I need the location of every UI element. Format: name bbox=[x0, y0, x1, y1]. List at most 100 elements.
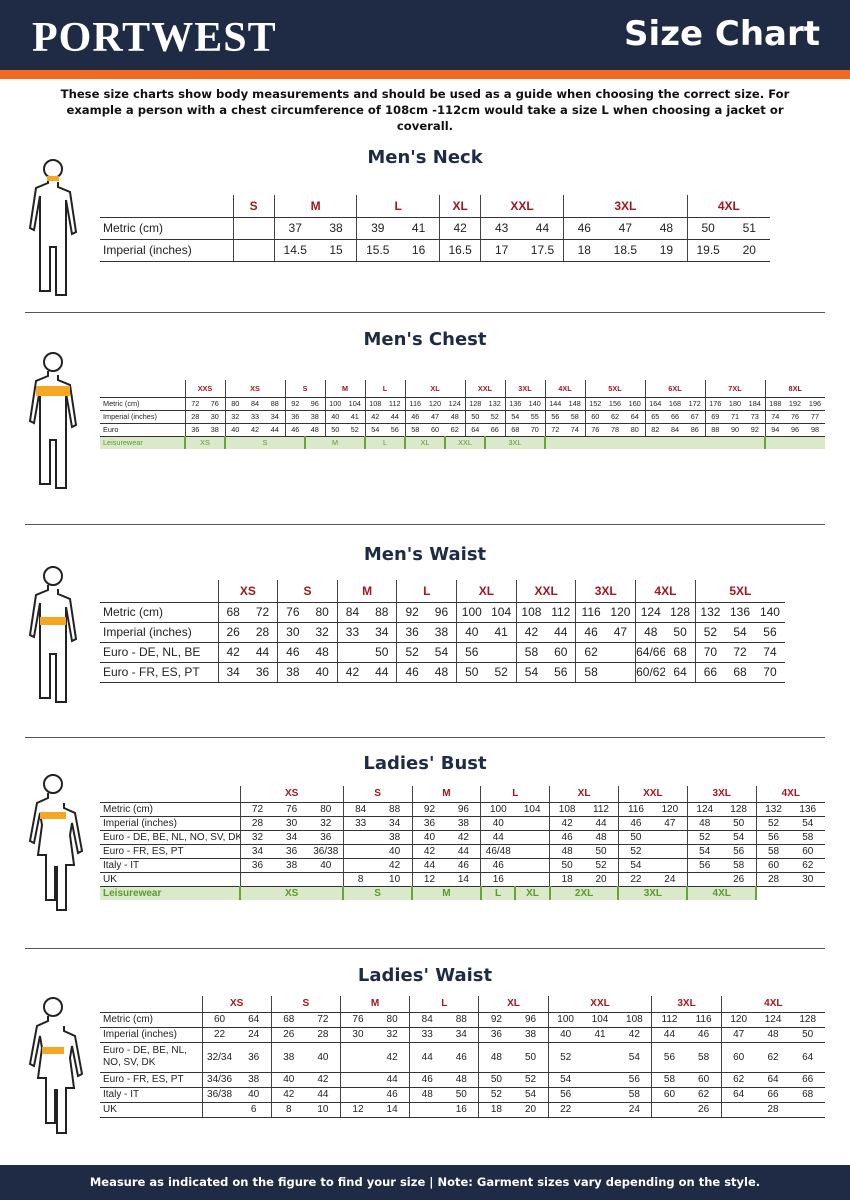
table-cell: 56 bbox=[546, 662, 576, 683]
leisurewear-size: XL bbox=[404, 436, 445, 449]
table-cell: 30 bbox=[277, 622, 308, 643]
table-cell: 52 bbox=[755, 816, 791, 831]
table-cell: 12 bbox=[339, 1102, 376, 1118]
table-cell: 66 bbox=[485, 423, 505, 437]
table-cell: 28 bbox=[305, 1027, 341, 1043]
table-cell: 56 bbox=[547, 1087, 583, 1103]
table-cell: 42 bbox=[217, 642, 248, 663]
table-cell: 18 bbox=[562, 239, 605, 262]
table-cell: 26 bbox=[721, 872, 757, 887]
table-cell: 44 bbox=[546, 622, 576, 643]
table-cell: 40 bbox=[270, 1072, 306, 1088]
size-label: 4XL bbox=[686, 195, 770, 218]
table-cell: 92 bbox=[411, 802, 447, 817]
table-cell: 56 bbox=[456, 642, 487, 663]
row-label: Metric (cm) bbox=[100, 397, 185, 411]
row-label: Euro - DE, BE, NL, NO, SV, DK bbox=[100, 830, 240, 845]
table-cell: 144 bbox=[544, 397, 565, 411]
table-cell: 50 bbox=[665, 622, 696, 643]
table-cell: 47 bbox=[425, 410, 445, 424]
table-cell: 69 bbox=[704, 410, 725, 424]
size-label: XXL bbox=[464, 380, 505, 398]
male-figure-chest-icon bbox=[28, 352, 78, 489]
table-cell: 44 bbox=[265, 423, 285, 437]
table-cell: 36 bbox=[284, 410, 305, 424]
table-cell: 40 bbox=[236, 1087, 272, 1103]
table-cell: 41 bbox=[486, 622, 517, 643]
table-cell: 42 bbox=[411, 844, 447, 859]
table-cell: 48 bbox=[478, 1042, 514, 1073]
table-cell: 80 bbox=[375, 1012, 410, 1028]
row-label: Euro - DE, NL, BE bbox=[100, 642, 218, 663]
leisurewear-label: Leisurewear bbox=[100, 436, 185, 449]
table-cell: 76 bbox=[205, 397, 225, 411]
table-cell: 42 bbox=[305, 1072, 341, 1088]
header-label-cell bbox=[100, 786, 240, 803]
table-cell: 37 bbox=[273, 217, 316, 240]
table-cell: 36 bbox=[247, 662, 278, 683]
leisurewear-size: S bbox=[342, 886, 413, 900]
table-cell: 92 bbox=[284, 397, 305, 411]
leisurewear-size: XS bbox=[238, 886, 344, 900]
size-label: L bbox=[356, 195, 440, 218]
table-cell bbox=[342, 844, 378, 859]
table-cell: 54 bbox=[547, 1072, 583, 1088]
table-cell: 72 bbox=[725, 642, 755, 663]
table-cell: 22 bbox=[547, 1102, 583, 1118]
table-cell: 44 bbox=[375, 1072, 410, 1088]
table-cell: 44 bbox=[522, 217, 564, 240]
table-cell: 41 bbox=[398, 217, 440, 240]
size-label: XL bbox=[478, 996, 549, 1013]
table-cell: 56 bbox=[754, 622, 785, 643]
table-cell: 60 bbox=[201, 1012, 237, 1028]
table-cell: 28 bbox=[184, 410, 205, 424]
table-cell: 32 bbox=[375, 1027, 410, 1043]
table-cell: 84 bbox=[665, 423, 685, 437]
size-label: XXL bbox=[617, 786, 688, 803]
table-cell: 46 bbox=[284, 423, 305, 437]
table-cell: 46 bbox=[444, 1042, 479, 1073]
table-cell: 15 bbox=[315, 239, 357, 262]
table-cell: 26 bbox=[686, 1102, 722, 1118]
table-cell: 88 bbox=[265, 397, 285, 411]
table-cell: 46 bbox=[396, 662, 427, 683]
size-label: 3XL bbox=[651, 996, 722, 1013]
table-cell: 74 bbox=[764, 410, 785, 424]
table-cell: 120 bbox=[605, 602, 636, 623]
table-cell: 50 bbox=[444, 1087, 479, 1103]
table-cell: 96 bbox=[426, 602, 457, 623]
table-cell: 88 bbox=[444, 1012, 479, 1028]
table-cell: 36 bbox=[274, 844, 309, 859]
table-cell: 76 bbox=[277, 602, 308, 623]
table-cell: 56 bbox=[755, 830, 791, 845]
size-label: 7XL bbox=[704, 380, 765, 398]
table-cell: 48 bbox=[584, 830, 619, 845]
table-cell: 180 bbox=[725, 397, 745, 411]
table-cell: 50 bbox=[686, 217, 729, 240]
table-cell: 60 bbox=[425, 423, 445, 437]
table-cell: 42 bbox=[549, 816, 585, 831]
table-cell: 80 bbox=[308, 802, 344, 817]
size-label: XS bbox=[201, 996, 272, 1013]
table-cell: 42 bbox=[446, 830, 481, 845]
table-cell: 40 bbox=[224, 423, 245, 437]
table-cell: 50 bbox=[456, 662, 487, 683]
female-figure-bust-icon bbox=[28, 774, 84, 911]
table-cell bbox=[239, 872, 275, 887]
table-cell: 54 bbox=[364, 423, 385, 437]
table-cell: 54 bbox=[790, 816, 825, 831]
table-cell: 120 bbox=[425, 397, 445, 411]
size-label: 8XL bbox=[764, 380, 825, 398]
table-cell: 32 bbox=[224, 410, 245, 424]
table-cell: 42 bbox=[270, 1087, 306, 1103]
table-cell: 17 bbox=[480, 239, 523, 262]
table-cell: 46/48 bbox=[480, 844, 516, 859]
leisurewear-size: L bbox=[364, 436, 405, 449]
table-cell: 42 bbox=[336, 662, 368, 683]
table-row: Euro - FR, ES, PT 34/36 38 40 42 44 46 48 50 52 54… bbox=[100, 1072, 825, 1088]
header-label-cell bbox=[100, 195, 233, 218]
table-cell: 100 bbox=[456, 602, 487, 623]
table-cell: 36 bbox=[478, 1027, 514, 1043]
table-cell: 116 bbox=[575, 602, 606, 623]
row-label: Imperial (inches) bbox=[100, 410, 185, 424]
